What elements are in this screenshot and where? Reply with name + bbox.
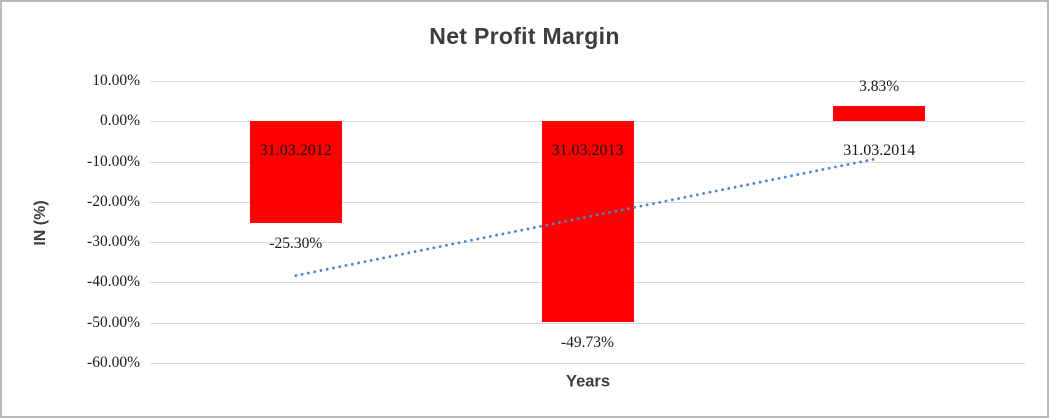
- chart-title: Net Profit Margin: [429, 23, 620, 49]
- x-axis-title: Years: [565, 372, 611, 391]
- category-label: 31.03.2012: [259, 142, 332, 160]
- gridline: [150, 81, 1025, 82]
- gridline: [150, 322, 1025, 324]
- y-tick-label: -30.00%: [87, 233, 140, 251]
- y-tick-label: -10.00%: [87, 152, 140, 170]
- value-label: 3.83%: [859, 77, 900, 95]
- category-label: 31.03.2013: [551, 142, 624, 160]
- y-tick-label: -20.00%: [87, 192, 140, 210]
- gridline: [150, 363, 1025, 364]
- y-tick-label: 10.00%: [92, 72, 140, 89]
- y-tick-label: -50.00%: [87, 313, 140, 331]
- value-label: -49.73%: [561, 333, 614, 351]
- value-label: -25.30%: [269, 235, 323, 253]
- bar-31.03.2014: [833, 105, 926, 122]
- y-tick-label: -40.00%: [87, 273, 140, 291]
- y-tick-label: 0.00%: [99, 112, 140, 130]
- y-tick-label: -60.00%: [87, 354, 140, 371]
- category-label: 31.03.2014: [843, 142, 916, 160]
- bar-31.03.2012: [249, 121, 342, 224]
